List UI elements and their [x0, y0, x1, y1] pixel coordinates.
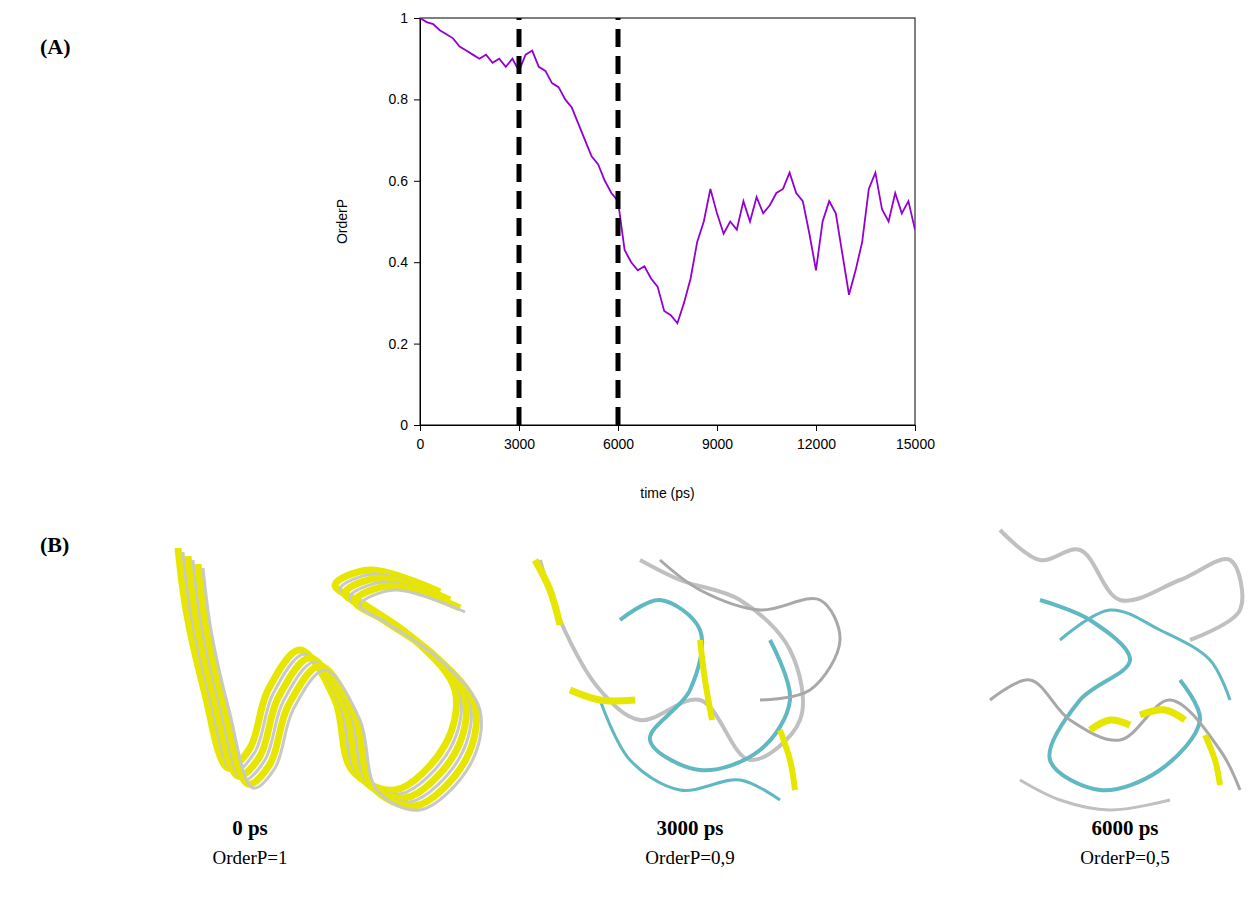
- y-tick-mark: [414, 262, 420, 263]
- y-tick: 0: [400, 417, 420, 433]
- plot-area: [420, 18, 915, 425]
- y-axis: 0 0.2 0.4 0.6 0.8 1: [389, 10, 421, 433]
- ribbon: [535, 560, 560, 625]
- ribbon: [700, 640, 712, 720]
- x-tick-mark: [519, 425, 520, 431]
- x-tick-label: 12000: [797, 436, 836, 452]
- y-tick-mark: [414, 344, 420, 345]
- y-tick-label: 0.6: [389, 173, 409, 189]
- ribbon: [1060, 610, 1230, 700]
- y-tick-mark: [414, 99, 420, 100]
- ribbon: [1000, 530, 1242, 640]
- structure-order: OrderP=1: [212, 847, 287, 868]
- x-tick-mark: [816, 425, 817, 431]
- ribbon: [570, 690, 635, 701]
- ribbon: [1040, 600, 1200, 790]
- ribbon: [600, 700, 780, 800]
- y-tick-label: 0.4: [389, 254, 409, 270]
- x-tick: 6000: [603, 425, 634, 452]
- x-tick-label: 6000: [603, 436, 634, 452]
- ribbon: [1090, 720, 1130, 730]
- structure-time: 3000 ps: [656, 816, 723, 840]
- marker-line: [517, 18, 522, 425]
- x-tick-mark: [717, 425, 718, 431]
- ribbon: [203, 568, 482, 810]
- x-tick-label: 0: [417, 436, 425, 452]
- y-axis-title: OrderP: [334, 199, 350, 244]
- marker-line: [616, 18, 621, 425]
- structure-2: [990, 530, 1242, 810]
- ribbon: [990, 680, 1240, 790]
- x-tick: 0: [417, 425, 425, 452]
- y-tick: 0.2: [389, 336, 420, 352]
- ribbon: [1140, 710, 1185, 720]
- y-tick-label: 0.2: [389, 336, 409, 352]
- structure-time: 0 ps: [232, 816, 268, 840]
- panel-label: (A): [40, 34, 71, 59]
- ribbon: [660, 560, 840, 700]
- y-axis-line: [414, 19, 421, 426]
- x-tick-mark: [915, 425, 916, 431]
- y-tick-label: 1: [400, 10, 408, 26]
- y-tick: 1: [400, 10, 420, 26]
- x-tick: 12000: [797, 425, 836, 452]
- ribbon: [780, 730, 795, 790]
- structure-order: OrderP=0,5: [1080, 847, 1169, 868]
- y-tick: 0.8: [389, 91, 420, 107]
- x-tick: 9000: [702, 425, 733, 452]
- y-tick-label: 0: [400, 417, 408, 433]
- y-tick-label: 0.8: [389, 91, 409, 107]
- x-axis-line: [421, 426, 916, 432]
- structure-1: [535, 560, 840, 800]
- x-tick: 3000: [504, 425, 535, 452]
- x-tick-label: 3000: [504, 436, 535, 452]
- x-axis-title: time (ps): [640, 485, 694, 501]
- series-line: [420, 18, 915, 323]
- y-tick-mark: [414, 425, 420, 426]
- plot-frame: [420, 18, 915, 425]
- x-tick: 15000: [896, 425, 935, 452]
- structure-order: OrderP=0,9: [645, 847, 734, 868]
- x-tick-label: 15000: [896, 436, 935, 452]
- ribbon: [1205, 735, 1220, 785]
- ribbon: [1020, 780, 1170, 810]
- x-tick-mark: [618, 425, 619, 431]
- y-tick-mark: [414, 181, 420, 182]
- y-tick-mark: [414, 18, 420, 19]
- x-tick-label: 9000: [702, 436, 733, 452]
- structure-time: 6000 ps: [1091, 816, 1158, 840]
- structure-0: [178, 548, 482, 810]
- ribbon: [620, 600, 790, 770]
- y-tick: 0.4: [389, 254, 420, 270]
- x-axis: 0 3000 6000 9000 12000 15000: [417, 425, 936, 452]
- figure: (A)(B)0300060009000120001500000.20.40.60…: [0, 0, 1255, 906]
- panel-label: (B): [40, 532, 69, 557]
- ribbon: [540, 560, 803, 760]
- y-tick: 0.6: [389, 173, 420, 189]
